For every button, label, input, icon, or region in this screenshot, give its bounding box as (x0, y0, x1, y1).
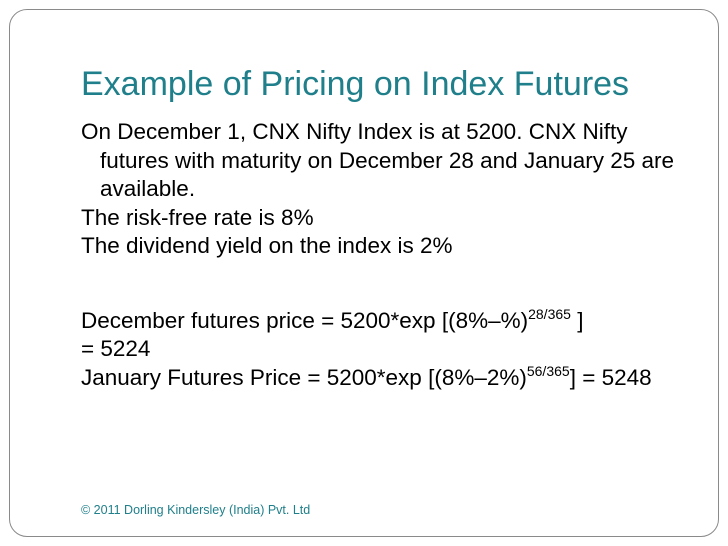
slide-title: Example of Pricing on Index Futures (81, 65, 630, 103)
slide-frame (9, 9, 719, 537)
slide-body: On December 1, CNX Nifty Index is at 520… (81, 118, 681, 392)
copyright-footer: © 2011 Dorling Kindersley (India) Pvt. L… (81, 503, 311, 517)
december-price-formula-base: December futures price = 5200*exp [(8%–%… (81, 307, 529, 333)
december-price-formula: December futures price = 5200*exp [(8%–%… (81, 307, 681, 336)
dividend-yield-text: The dividend yield on the index is 2% (81, 233, 453, 258)
december-price-result: = 5224 (81, 336, 151, 361)
january-price-formula-end: ] = 5248 (569, 364, 652, 390)
january-price-formula-base: January Futures Price = 5200*exp [(8%–2%… (81, 364, 527, 390)
risk-free-rate-text: The risk-free rate is 8% (81, 204, 314, 230)
january-price-formula: January Futures Price = 5200*exp [(8%–2%… (81, 364, 681, 393)
december-price-exponent: 28/365 (528, 305, 571, 322)
intro-text: On December 1, CNX Nifty Index is at 520… (81, 119, 675, 201)
december-price-formula-end: ] (570, 307, 584, 333)
january-price-exponent: 56/365 (526, 362, 570, 379)
paragraph-spacer (81, 261, 681, 307)
